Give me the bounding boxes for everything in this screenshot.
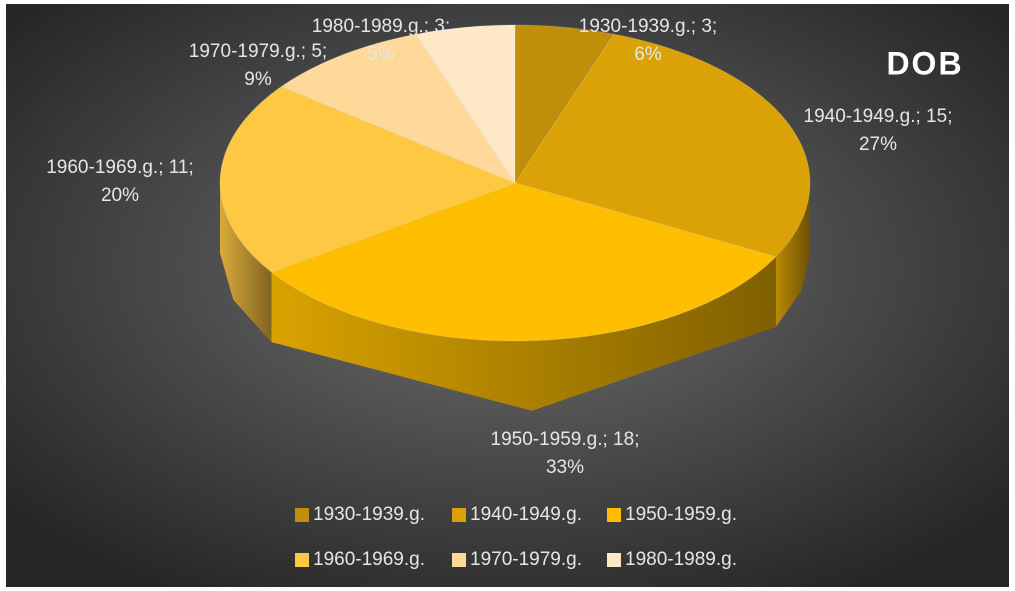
data-label: 1980-1989.g.; 3; [312, 16, 450, 37]
legend-swatch [295, 508, 309, 522]
legend-label: 1970-1979.g. [470, 549, 582, 570]
legend-label: 1940-1949.g. [470, 504, 582, 525]
slice [219, 85, 517, 273]
slice [270, 182, 777, 342]
legend-swatch [607, 508, 621, 522]
data-label: 1950-1959.g.; 18; [491, 429, 640, 450]
data-label: 1960-1969.g.; 11; [46, 157, 194, 178]
data-label: 1970-1979.g.; 5; [189, 41, 327, 62]
slice [280, 33, 517, 185]
data-label: 27% [859, 134, 897, 155]
data-label: 5% [367, 44, 395, 65]
chart-title: DOB [886, 45, 963, 81]
slice [514, 24, 615, 185]
data-label: 1940-1949.g.; 15; [804, 106, 953, 127]
slice [514, 33, 811, 258]
legend-swatch [452, 553, 466, 567]
legend-swatch [607, 553, 621, 567]
legend-swatch [452, 508, 466, 522]
data-label: 33% [546, 457, 584, 478]
slice [415, 24, 516, 185]
data-label: 1930-1939.g.; 3; [579, 16, 717, 37]
legend-swatch [295, 553, 309, 567]
data-label: 20% [101, 185, 139, 206]
slice-side-shade [220, 183, 272, 343]
legend-label: 1950-1959.g. [625, 504, 737, 525]
slice-side-shade [775, 183, 810, 327]
slice-side-shade [271, 256, 776, 411]
legend-label: 1980-1989.g. [625, 549, 737, 570]
data-label: 6% [634, 44, 662, 65]
legend-label: 1960-1969.g. [313, 549, 425, 570]
legend-label: 1930-1939.g. [313, 504, 425, 525]
data-label: 9% [244, 69, 272, 90]
